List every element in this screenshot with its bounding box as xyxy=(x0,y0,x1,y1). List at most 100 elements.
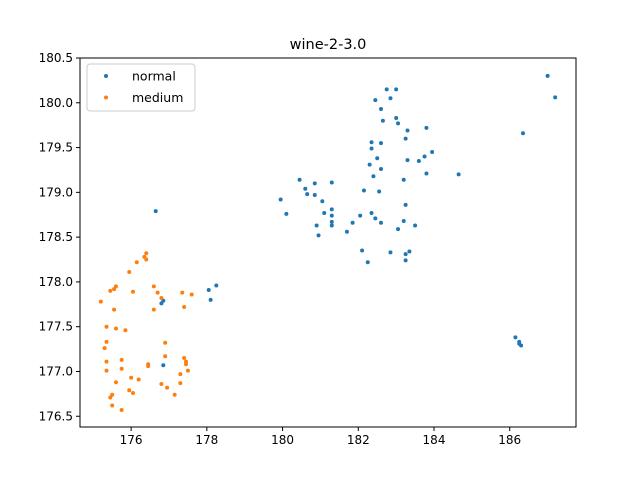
data-point-medium xyxy=(159,382,164,387)
data-point-medium xyxy=(104,324,109,329)
series-medium xyxy=(98,251,194,412)
data-point-normal xyxy=(403,252,408,257)
data-point-medium xyxy=(178,372,183,377)
data-point-medium xyxy=(127,270,132,275)
data-point-normal xyxy=(513,335,518,340)
data-point-normal xyxy=(388,250,393,255)
y-tick-label: 176.5 xyxy=(39,409,73,423)
data-point-medium xyxy=(163,354,168,359)
data-point-normal xyxy=(401,177,406,182)
data-point-medium xyxy=(163,340,168,345)
data-point-medium xyxy=(108,288,113,293)
data-point-medium xyxy=(127,388,132,393)
data-point-normal xyxy=(208,297,213,302)
data-point-normal xyxy=(161,363,166,368)
data-point-normal xyxy=(379,220,384,225)
data-point-normal xyxy=(377,189,382,194)
data-point-medium xyxy=(131,289,136,294)
data-point-medium xyxy=(180,290,185,295)
data-point-medium xyxy=(108,395,113,400)
data-point-normal xyxy=(413,223,418,228)
data-point-medium xyxy=(110,403,115,408)
data-point-medium xyxy=(172,392,177,397)
data-point-medium xyxy=(104,368,109,373)
data-point-normal xyxy=(159,301,164,306)
data-point-medium xyxy=(144,257,149,262)
x-tick-label: 184 xyxy=(423,433,446,447)
data-point-normal xyxy=(403,202,408,207)
x-tick-label: 186 xyxy=(498,433,521,447)
data-point-medium xyxy=(104,359,109,364)
data-point-normal xyxy=(422,154,427,159)
x-tick-label: 180 xyxy=(271,433,294,447)
data-point-normal xyxy=(401,219,406,224)
data-point-normal xyxy=(320,199,325,204)
data-point-medium xyxy=(119,407,124,412)
data-point-normal xyxy=(278,197,283,202)
legend-label-normal: normal xyxy=(132,69,176,84)
data-point-normal xyxy=(305,192,310,197)
data-point-normal xyxy=(316,233,321,238)
series-layer xyxy=(98,73,558,412)
y-tick-label: 177.0 xyxy=(39,364,73,378)
legend-marker-medium xyxy=(104,95,108,100)
data-point-normal xyxy=(371,174,376,179)
data-point-normal xyxy=(361,188,366,193)
data-point-normal xyxy=(405,158,410,163)
data-point-normal xyxy=(456,172,461,177)
data-point-medium xyxy=(123,328,128,333)
data-point-normal xyxy=(322,210,327,215)
series-normal xyxy=(153,73,558,368)
chart-title: wine-2-3.0 xyxy=(290,37,367,53)
data-point-normal xyxy=(416,158,421,163)
data-point-medium xyxy=(151,307,156,312)
data-point-medium xyxy=(119,366,124,371)
data-point-normal xyxy=(329,207,334,212)
data-point-normal xyxy=(375,156,380,161)
data-point-normal xyxy=(312,181,317,186)
data-point-medium xyxy=(134,260,139,265)
data-point-normal xyxy=(553,95,558,100)
axes-frame xyxy=(79,57,577,428)
y-tick-label: 180.5 xyxy=(39,51,73,65)
data-point-medium xyxy=(159,296,164,301)
data-point-normal xyxy=(545,73,550,78)
data-point-normal xyxy=(360,248,365,253)
data-point-normal xyxy=(430,150,435,155)
y-tick-label: 180.0 xyxy=(39,96,73,110)
data-point-normal xyxy=(284,211,289,216)
legend-marker-normal xyxy=(104,74,108,78)
legend-box xyxy=(86,63,196,112)
data-point-normal xyxy=(380,118,385,123)
data-point-medium xyxy=(189,292,194,297)
data-point-normal xyxy=(303,186,308,191)
data-point-normal xyxy=(214,283,219,288)
data-point-medium xyxy=(155,290,160,295)
data-point-normal xyxy=(329,223,334,228)
legend-label-medium: medium xyxy=(132,90,183,105)
x-tick-label: 182 xyxy=(347,433,370,447)
data-point-medium xyxy=(136,377,141,382)
data-point-normal xyxy=(394,87,399,92)
data-point-normal xyxy=(358,213,363,218)
y-tick-label: 178.5 xyxy=(39,230,73,244)
legend: normal medium xyxy=(86,63,196,112)
data-point-normal xyxy=(403,136,408,141)
data-point-normal xyxy=(350,220,355,225)
data-point-medium xyxy=(146,364,151,369)
data-point-normal xyxy=(153,209,158,214)
data-point-normal xyxy=(396,121,401,126)
y-tick-label: 178.0 xyxy=(39,275,73,289)
data-point-medium xyxy=(131,390,136,395)
data-point-normal xyxy=(369,140,374,145)
data-point-normal xyxy=(367,162,372,167)
data-point-medium xyxy=(184,362,189,367)
data-point-medium xyxy=(178,381,183,386)
data-point-normal xyxy=(519,343,524,348)
data-point-normal xyxy=(314,223,319,228)
data-point-normal xyxy=(424,125,429,130)
data-point-normal xyxy=(384,87,389,92)
data-point-normal xyxy=(373,98,378,103)
data-point-medium xyxy=(98,299,103,304)
data-point-normal xyxy=(369,146,374,151)
